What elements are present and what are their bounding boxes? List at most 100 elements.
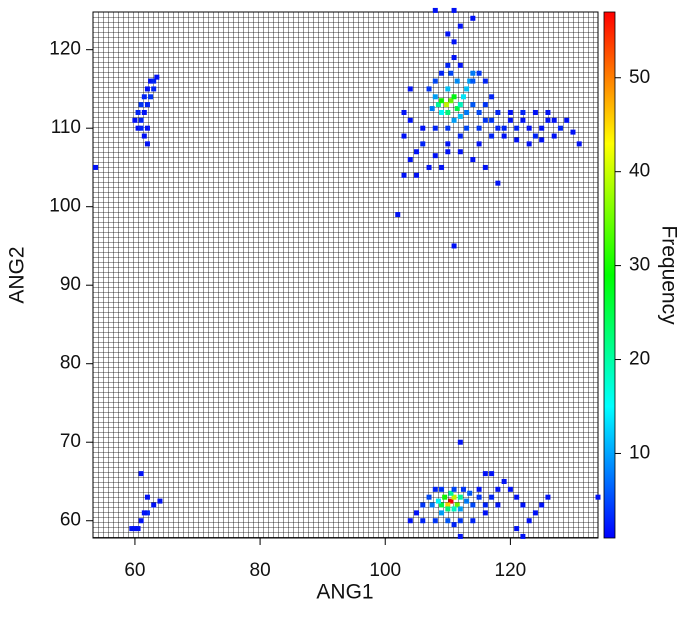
bin-cell: [432, 125, 438, 131]
bin-cell: [514, 125, 520, 131]
bin-cell: [445, 125, 451, 131]
bin-cell: [514, 494, 520, 500]
bin-cell: [414, 149, 420, 155]
bin-cell: [451, 39, 457, 45]
bin-cell: [476, 109, 482, 115]
bin-cell: [138, 102, 144, 108]
bin-cell: [526, 518, 532, 524]
bin-cell: [482, 471, 488, 477]
bin-cell: [470, 157, 476, 163]
bin-cell: [135, 526, 141, 532]
bin-cell: [151, 78, 157, 84]
bin-cell: [451, 522, 457, 528]
bin-cell: [135, 125, 141, 131]
y-axis-label: ANG2: [6, 246, 29, 303]
bin-cell: [432, 7, 438, 13]
bin-cell: [439, 164, 445, 170]
bin-cell: [539, 502, 545, 508]
colorbar-label: Frequency: [657, 225, 680, 325]
bin-cell: [451, 506, 457, 512]
x-tick-label: 80: [250, 560, 271, 581]
x-tick-label: 100: [369, 560, 401, 581]
bin-cell: [482, 102, 488, 108]
bin-cell: [445, 518, 451, 524]
bin-cell: [457, 518, 463, 524]
bin-cell: [144, 102, 150, 108]
bin-cell: [445, 506, 451, 512]
bin-cell: [576, 141, 582, 147]
bin-cell: [457, 133, 463, 139]
bin-cell: [470, 70, 476, 76]
bin-cell: [520, 533, 526, 539]
bin-cell: [448, 98, 454, 104]
bin-cell: [532, 510, 538, 516]
bin-cell: [520, 109, 526, 115]
bin-cell: [539, 137, 545, 143]
bin-cell: [414, 172, 420, 178]
bin-cell: [144, 86, 150, 92]
bin-cell: [476, 494, 482, 500]
bin-cell: [451, 7, 457, 13]
x-axis-label: ANG1: [316, 581, 373, 604]
bin-cell: [407, 86, 413, 92]
bin-cell: [545, 117, 551, 123]
bin-cell: [551, 117, 557, 123]
bin-cell: [401, 109, 407, 115]
bin-cell: [148, 94, 154, 100]
bin-cell: [444, 102, 450, 108]
bin-cell: [439, 486, 445, 492]
bin-cell: [420, 518, 426, 524]
bin-cell: [144, 494, 150, 500]
bin-cell: [457, 62, 463, 68]
bin-cell: [432, 78, 438, 84]
bin-cell: [151, 86, 157, 92]
bin-cell: [532, 109, 538, 115]
colorbar: [603, 11, 616, 539]
bin-cell: [482, 510, 488, 516]
bin-cell: [445, 86, 451, 92]
bin-cell: [557, 125, 563, 131]
y-tick-label: 60: [60, 510, 81, 531]
bin-cell: [451, 117, 457, 123]
bin-cell: [520, 117, 526, 123]
bin-cell: [454, 78, 460, 84]
y-tick-label: 120: [49, 39, 81, 60]
bin-cell: [426, 164, 432, 170]
bin-cell: [138, 117, 144, 123]
bin-cell: [457, 149, 463, 155]
bin-cell: [464, 86, 470, 92]
bin-cell: [407, 157, 413, 163]
bin-cell: [495, 486, 501, 492]
bin-cell: [460, 94, 466, 100]
bin-cell: [445, 149, 451, 155]
bin-cell: [526, 141, 532, 147]
bin-cell: [495, 109, 501, 115]
y-tick-label: 80: [60, 353, 81, 374]
bin-cell: [445, 502, 451, 508]
y-tick-label: 70: [60, 431, 81, 452]
bin-cell: [457, 23, 463, 29]
bin-cell: [482, 78, 488, 84]
bin-cell: [476, 70, 482, 76]
bin-cell: [495, 125, 501, 131]
bin-cell: [151, 502, 157, 508]
bin-cell: [489, 494, 495, 500]
bin-cell: [489, 133, 495, 139]
bin-cell: [470, 518, 476, 524]
x-tick-label: 60: [124, 560, 145, 581]
bin-cell: [532, 133, 538, 139]
bin-cell: [451, 486, 457, 492]
bin-cell: [451, 494, 457, 500]
bin-cell: [135, 109, 141, 115]
bin-cell: [148, 78, 154, 84]
bin-cell: [489, 94, 495, 100]
bin-cell: [467, 490, 473, 496]
bin-cell: [132, 117, 138, 123]
bin-cell: [439, 510, 445, 516]
bin-cell: [129, 526, 135, 532]
bin-cell: [420, 502, 426, 508]
bin-cell: [435, 498, 441, 504]
bin-cell: [445, 62, 451, 68]
bin-cell: [457, 494, 463, 500]
bin-cell: [545, 494, 551, 500]
